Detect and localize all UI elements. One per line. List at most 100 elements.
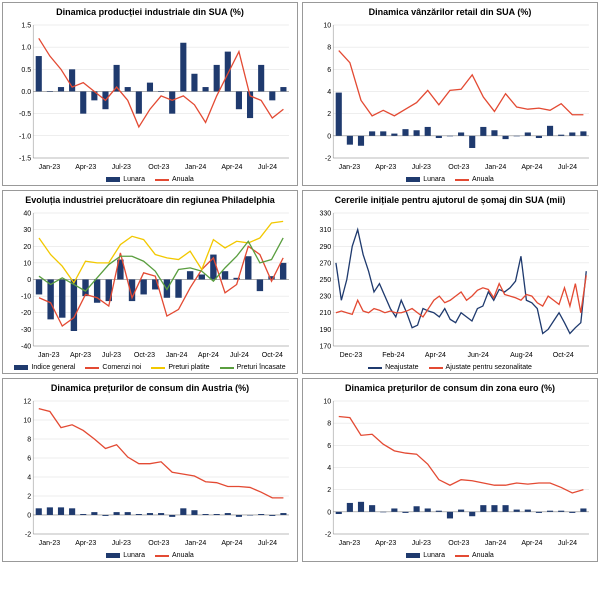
svg-text:Jan-24: Jan-24 — [185, 540, 207, 547]
svg-text:290: 290 — [319, 244, 331, 251]
legend-item: Anuala — [455, 552, 494, 559]
svg-text:Jan-24: Jan-24 — [485, 164, 507, 171]
legend-item: Anuala — [155, 552, 194, 559]
chart-panel-1: Dinamica vânzărilor retail din SUA (%)-2… — [302, 2, 598, 186]
svg-text:4: 4 — [27, 475, 31, 482]
legend-swatch — [220, 367, 234, 369]
chart-title: Dinamica vânzărilor retail din SUA (%) — [303, 3, 597, 19]
svg-text:190: 190 — [319, 327, 331, 334]
legend-swatch — [455, 555, 469, 557]
svg-text:Jan-23: Jan-23 — [39, 164, 61, 171]
chart-area: -2024681012Jan-23Apr-23Jul-23Oct-23Jan-2… — [5, 397, 293, 548]
svg-text:Jul-24: Jul-24 — [558, 164, 577, 171]
svg-text:Jan-23: Jan-23 — [39, 540, 61, 547]
legend-item: Ajustate pentru sezonalitate — [429, 364, 532, 371]
svg-text:Apr-23: Apr-23 — [70, 352, 91, 359]
svg-text:Oct-23: Oct-23 — [148, 540, 169, 547]
svg-text:Apr-24: Apr-24 — [521, 164, 542, 171]
svg-text:Oct-23: Oct-23 — [148, 164, 169, 171]
svg-text:4: 4 — [327, 465, 331, 472]
chart-area: -40-30-20-10010203040Jan-23Apr-23Jul-23O… — [5, 209, 293, 360]
svg-text:-0.5: -0.5 — [19, 111, 31, 118]
svg-text:Apr-24: Apr-24 — [221, 164, 242, 171]
svg-text:Jul-23: Jul-23 — [412, 540, 431, 547]
svg-text:10: 10 — [23, 260, 31, 267]
legend-label: Anuala — [472, 552, 494, 559]
svg-text:8: 8 — [327, 421, 331, 428]
legend-swatch — [106, 553, 120, 558]
legend-label: Ajustate pentru sezonalitate — [446, 364, 532, 371]
svg-text:Jan-23: Jan-23 — [339, 540, 361, 547]
svg-text:8: 8 — [327, 45, 331, 52]
svg-text:10: 10 — [323, 23, 331, 30]
svg-text:6: 6 — [27, 456, 31, 463]
svg-text:Jan-23: Jan-23 — [339, 164, 361, 171]
svg-text:Jul-24: Jul-24 — [258, 540, 277, 547]
legend: Lunara Anuala — [3, 550, 297, 561]
svg-text:0: 0 — [327, 133, 331, 140]
chart-panel-0: Dinamica producției industriale din SUA … — [2, 2, 298, 186]
legend: Lunara Anuala — [303, 174, 597, 185]
svg-text:30: 30 — [23, 227, 31, 234]
svg-text:Oct-23: Oct-23 — [448, 540, 469, 547]
svg-text:Dec-23: Dec-23 — [340, 352, 363, 359]
legend-label: Comenzi noi — [102, 364, 141, 371]
svg-text:Apr-23: Apr-23 — [375, 164, 396, 171]
svg-text:Feb-24: Feb-24 — [382, 352, 404, 359]
legend-label: Lunara — [423, 176, 445, 183]
svg-text:170: 170 — [319, 344, 331, 351]
svg-text:1.0: 1.0 — [21, 45, 31, 52]
svg-text:8: 8 — [27, 437, 31, 444]
svg-text:Jul-23: Jul-23 — [412, 164, 431, 171]
svg-text:Oct-23: Oct-23 — [134, 352, 155, 359]
chart-panel-4: Dinamica prețurilor de consum din Austri… — [2, 378, 298, 562]
legend-label: Anuala — [172, 552, 194, 559]
svg-text:6: 6 — [327, 443, 331, 450]
chart-title: Dinamica prețurilor de consum din zona e… — [303, 379, 597, 395]
chart-panel-3: Cererile inițiale pentru ajutorul de șom… — [302, 190, 598, 374]
svg-text:6: 6 — [327, 67, 331, 74]
legend-swatch — [151, 367, 165, 369]
legend-swatch — [14, 365, 28, 370]
legend-swatch — [368, 367, 382, 369]
svg-text:250: 250 — [319, 277, 331, 284]
legend-item: Lunara — [106, 176, 145, 183]
legend-item: Anuala — [455, 176, 494, 183]
legend: Lunara Anuala — [303, 550, 597, 561]
svg-text:0.0: 0.0 — [21, 89, 31, 96]
legend-label: Lunara — [123, 176, 145, 183]
svg-text:10: 10 — [323, 399, 331, 406]
svg-text:0: 0 — [27, 277, 31, 284]
chart-area: -1.5-1.0-0.50.00.51.01.5Jan-23Apr-23Jul-… — [5, 21, 293, 172]
legend-label: Lunara — [423, 552, 445, 559]
svg-text:0: 0 — [327, 509, 331, 516]
svg-text:Jan-24: Jan-24 — [166, 352, 188, 359]
legend-item: Lunara — [406, 552, 445, 559]
svg-text:1.5: 1.5 — [21, 23, 31, 30]
chart-title: Cererile inițiale pentru ajutorul de șom… — [303, 191, 597, 207]
legend-item: Neajustate — [368, 364, 418, 371]
svg-text:-2: -2 — [25, 532, 31, 539]
legend-label: Preturi încasate — [237, 364, 286, 371]
svg-text:Oct-24: Oct-24 — [262, 352, 283, 359]
legend-item: Comenzi noi — [85, 364, 141, 371]
legend-label: Neajustate — [385, 364, 418, 371]
svg-text:2: 2 — [327, 487, 331, 494]
svg-text:-30: -30 — [21, 327, 31, 334]
svg-text:Apr-24: Apr-24 — [221, 540, 242, 547]
svg-text:Apr-23: Apr-23 — [375, 540, 396, 547]
svg-text:Oct-23: Oct-23 — [448, 164, 469, 171]
chart-title: Evoluția industriei prelucrătoare din re… — [3, 191, 297, 207]
svg-text:Jul-23: Jul-23 — [112, 540, 131, 547]
svg-text:Apr-23: Apr-23 — [75, 540, 96, 547]
svg-text:-40: -40 — [21, 344, 31, 351]
legend-item: Lunara — [106, 552, 145, 559]
svg-text:0.5: 0.5 — [21, 67, 31, 74]
svg-text:210: 210 — [319, 310, 331, 317]
legend-swatch — [406, 553, 420, 558]
svg-text:Apr-24: Apr-24 — [425, 352, 446, 359]
svg-text:Jun-24: Jun-24 — [467, 352, 489, 359]
svg-text:Jul-24: Jul-24 — [230, 352, 249, 359]
svg-text:-20: -20 — [21, 310, 31, 317]
legend-swatch — [406, 177, 420, 182]
